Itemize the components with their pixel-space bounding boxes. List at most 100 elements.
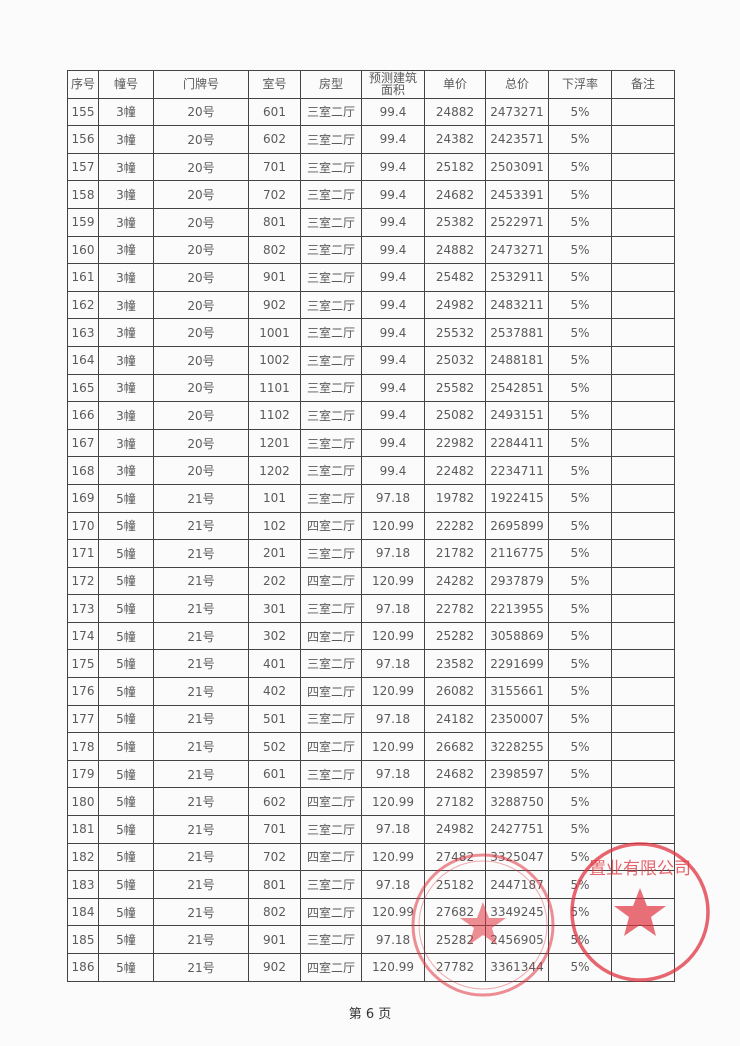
header-area: 预测建筑面积: [361, 70, 425, 99]
cell-discount-rate: 5%: [548, 953, 612, 982]
cell-area: 97.18: [361, 594, 425, 623]
table-row: 168 3幢 20号 1202 三室二厅 99.4 22482 2234711 5%: [67, 456, 675, 485]
cell-door-no: 21号: [153, 787, 249, 817]
table-row: 156 3幢 20号 602 三室二厅 99.4 24382 2423571 5%: [67, 125, 675, 154]
cell-building: 3幢: [98, 207, 154, 237]
cell-seq: 163: [67, 318, 99, 347]
cell-building: 5幢: [98, 759, 154, 789]
cell-area: 120.99: [361, 677, 425, 706]
cell-remark: [611, 401, 675, 430]
cell-area: 120.99: [361, 732, 425, 761]
cell-door-no: 21号: [153, 870, 249, 899]
cell-building: 3幢: [98, 318, 154, 347]
cell-total-price: 2473271: [485, 97, 549, 127]
cell-discount-rate: 5%: [548, 511, 612, 541]
cell-discount-rate: 5%: [548, 897, 612, 927]
cell-area: 97.18: [361, 704, 425, 734]
cell-room-no: 1001: [248, 318, 301, 347]
cell-seq: 186: [67, 953, 99, 982]
cell-discount-rate: 5%: [548, 787, 612, 817]
cell-unit-price: 26682: [424, 732, 486, 761]
cell-area: 99.4: [361, 263, 425, 292]
cell-seq: 162: [67, 290, 99, 320]
cell-layout: 三室二厅: [300, 318, 362, 347]
cell-door-no: 21号: [153, 483, 249, 513]
cell-building: 3幢: [98, 180, 154, 209]
cell-remark: [611, 318, 675, 347]
cell-door-no: 20号: [153, 152, 249, 182]
cell-building: 5幢: [98, 704, 154, 734]
cell-building: 5幢: [98, 925, 154, 954]
cell-unit-price: 25182: [424, 870, 486, 899]
cell-unit-price: 25282: [424, 621, 486, 651]
cell-remark: [611, 180, 675, 209]
cell-seq: 180: [67, 787, 99, 817]
cell-remark: [611, 207, 675, 237]
cell-building: 5幢: [98, 953, 154, 982]
cell-room-no: 701: [248, 152, 301, 182]
cell-total-price: 3361344: [485, 953, 549, 982]
cell-area: 99.4: [361, 428, 425, 458]
cell-door-no: 20号: [153, 318, 249, 347]
cell-door-no: 21号: [153, 897, 249, 927]
table-row: 186 5幢 21号 902 四室二厅 120.99 27782 3361344 5%: [67, 953, 675, 982]
cell-door-no: 21号: [153, 732, 249, 761]
cell-remark: [611, 870, 675, 899]
cell-remark: [611, 621, 675, 651]
cell-layout: 四室二厅: [300, 897, 362, 927]
table-row: 162 3幢 20号 902 三室二厅 99.4 24982 2483211 5%: [67, 290, 675, 320]
cell-seq: 169: [67, 483, 99, 513]
table-row: 155 3幢 20号 601 三室二厅 99.4 24882 2473271 5%: [67, 97, 675, 127]
cell-area: 99.4: [361, 180, 425, 209]
cell-layout: 三室二厅: [300, 704, 362, 734]
cell-discount-rate: 5%: [548, 401, 612, 430]
cell-area: 99.4: [361, 318, 425, 347]
cell-layout: 三室二厅: [300, 456, 362, 485]
table-row: 160 3幢 20号 802 三室二厅 99.4 24882 2473271 5%: [67, 235, 675, 265]
cell-remark: [611, 373, 675, 403]
cell-discount-rate: 5%: [548, 373, 612, 403]
cell-discount-rate: 5%: [548, 345, 612, 375]
cell-discount-rate: 5%: [548, 290, 612, 320]
cell-building: 3幢: [98, 290, 154, 320]
cell-area: 99.4: [361, 152, 425, 182]
cell-discount-rate: 5%: [548, 732, 612, 761]
cell-total-price: 2234711: [485, 456, 549, 485]
cell-room-no: 601: [248, 97, 301, 127]
cell-unit-price: 25082: [424, 401, 486, 430]
cell-seq: 178: [67, 732, 99, 761]
cell-area: 120.99: [361, 511, 425, 541]
table-row: 171 5幢 21号 201 三室二厅 97.18 21782 2116775 5%: [67, 539, 675, 568]
cell-total-price: 3228255: [485, 732, 549, 761]
cell-room-no: 602: [248, 787, 301, 817]
cell-area: 99.4: [361, 207, 425, 237]
cell-room-no: 1101: [248, 373, 301, 403]
cell-area: 97.18: [361, 649, 425, 679]
cell-area: 120.99: [361, 897, 425, 927]
cell-room-no: 802: [248, 897, 301, 927]
cell-remark: [611, 235, 675, 265]
cell-area: 120.99: [361, 787, 425, 817]
cell-remark: [611, 594, 675, 623]
cell-discount-rate: 5%: [548, 125, 612, 154]
cell-room-no: 801: [248, 870, 301, 899]
cell-total-price: 2937879: [485, 566, 549, 596]
cell-remark: [611, 428, 675, 458]
cell-seq: 185: [67, 925, 99, 954]
cell-door-no: 20号: [153, 456, 249, 485]
cell-unit-price: 21782: [424, 539, 486, 568]
cell-door-no: 20号: [153, 207, 249, 237]
cell-total-price: 1922415: [485, 483, 549, 513]
header-seq: 序号: [67, 70, 99, 99]
cell-building: 5幢: [98, 677, 154, 706]
cell-seq: 170: [67, 511, 99, 541]
cell-remark: [611, 290, 675, 320]
cell-remark: [611, 677, 675, 706]
cell-building: 3幢: [98, 97, 154, 127]
cell-discount-rate: 5%: [548, 677, 612, 706]
cell-building: 3幢: [98, 263, 154, 292]
cell-seq: 158: [67, 180, 99, 209]
cell-discount-rate: 5%: [548, 152, 612, 182]
cell-remark: [611, 704, 675, 734]
cell-room-no: 902: [248, 290, 301, 320]
